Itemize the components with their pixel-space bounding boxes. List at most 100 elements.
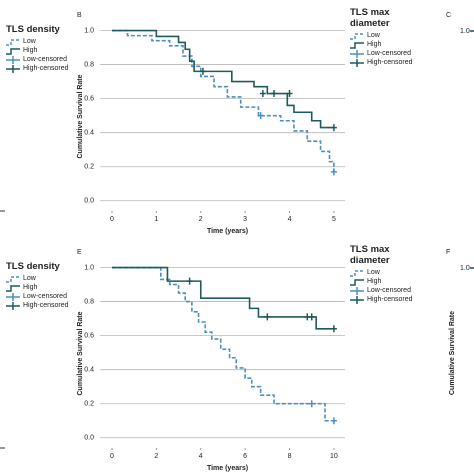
survival-line: [111, 266, 334, 422]
survival-line: [111, 29, 335, 172]
legend-label: High-censored: [23, 65, 69, 72]
x-tick-label: 6: [243, 453, 247, 460]
legend-entry: High: [6, 46, 76, 55]
legend-icon: [350, 32, 364, 40]
y-tick-label: 0.6: [84, 95, 94, 102]
icon-line: [6, 47, 20, 55]
censor-mark: [330, 417, 337, 425]
y-tick-label: 0.4: [84, 130, 94, 137]
legend-label: High-censored: [367, 59, 413, 66]
panel-label: B: [77, 12, 82, 19]
y-tick-label: 1.0: [84, 27, 94, 34]
legend-label: High: [367, 41, 382, 48]
legend-entry: Low: [6, 274, 76, 283]
icon-line: [6, 284, 20, 292]
icon-line: [6, 275, 20, 283]
legend-entry: High-censored: [6, 64, 76, 73]
legend-icon: [350, 269, 364, 277]
y-tick-label: 0.0: [84, 198, 94, 205]
censor-mark: [199, 67, 206, 75]
y-axis-label: Cumulative Survival Rate: [77, 74, 84, 158]
panel-label: F: [446, 249, 450, 256]
legend-label: Low: [23, 38, 36, 45]
legend-label: High: [23, 284, 38, 291]
x-tick-label: 5: [332, 216, 336, 223]
legend-label: Low-censored: [23, 293, 67, 300]
legend-icon: [350, 295, 364, 304]
x-tick-label: 4: [199, 453, 203, 460]
censor-mark: [259, 90, 266, 98]
legend: TLS density Low High Low-censored High-censo…: [6, 24, 76, 73]
censor-mark: [264, 313, 271, 321]
legend-label: Low-censored: [23, 56, 67, 63]
y-tick-label: 0.2: [84, 164, 94, 171]
legend-label: Low: [367, 269, 380, 276]
legend-entry: High: [350, 40, 422, 49]
y-tick-label: 0.4: [84, 367, 94, 374]
legend: TLS max diameter Low High Low-censored High-…: [350, 244, 422, 304]
y-tick-label: 1.0: [460, 265, 470, 272]
icon-line: [350, 32, 364, 40]
y-axis-label: Cumulative Survival Rate: [449, 311, 456, 395]
x-tick-label: 2: [154, 453, 158, 460]
y-tick-label: 0.8: [84, 61, 94, 68]
panel-label: C: [446, 12, 451, 19]
survival-line: [111, 29, 334, 129]
legend-icon: [350, 58, 364, 67]
censor-mark: [308, 400, 315, 408]
legend-icon: [6, 301, 20, 310]
legend-entry: High: [350, 277, 422, 286]
legend-entry: Low-censored: [350, 49, 422, 58]
legend-entry: Low: [6, 37, 76, 46]
legend-icon: [6, 292, 20, 301]
legend-title: TLS density: [6, 24, 60, 35]
legend-entry: High-censored: [350, 295, 422, 304]
legend-title: TLS density: [6, 261, 60, 272]
legend-label: Low: [23, 275, 36, 282]
legend-label: High: [23, 47, 38, 54]
censor-mark: [286, 90, 293, 98]
y-tick-label: 1.0: [84, 264, 94, 271]
legend-icon: [6, 275, 20, 283]
legend-entry: High-censored: [350, 58, 422, 67]
x-tick-label: 0: [110, 453, 114, 460]
x-tick-label: 3: [243, 216, 247, 223]
censor-mark: [330, 168, 337, 176]
legend-label: Low: [367, 32, 380, 39]
y-tick-label: 0.8: [84, 298, 94, 305]
legend-entry: Low-censored: [6, 292, 76, 301]
x-tick-label: 0: [110, 216, 114, 223]
icon-line: [350, 41, 364, 49]
legend-label: High-censored: [367, 296, 413, 303]
legend-label: Low-censored: [367, 287, 411, 294]
x-tick-label: 1: [154, 216, 158, 223]
censor-mark: [308, 313, 315, 321]
legend-title: TLS max diameter: [350, 244, 390, 266]
legend-entry: High-censored: [6, 301, 76, 310]
x-tick-label: 4: [288, 216, 292, 223]
y-tick-label: 0.6: [84, 332, 94, 339]
icon-line: [350, 278, 364, 286]
y-tick-label: 1.0: [460, 28, 470, 35]
legend-label: Low-censored: [367, 50, 411, 57]
x-axis-label: Time (years): [207, 465, 248, 472]
legend-entry: Low: [350, 31, 422, 40]
panel-label: E: [77, 249, 82, 256]
icon-line: [350, 269, 364, 277]
legend-entry: High: [6, 283, 76, 292]
y-tick-label: 0.0: [84, 435, 94, 442]
legend-icon: [6, 64, 20, 73]
icon-line: [6, 38, 20, 46]
censor-mark: [257, 112, 264, 120]
y-axis-label: Cumulative Survival Rate: [77, 311, 84, 395]
legend-entry: Low-censored: [6, 55, 76, 64]
censor-mark: [186, 277, 193, 285]
x-tick-label: 2: [199, 216, 203, 223]
x-tick-label: 8: [288, 453, 292, 460]
censor-mark: [330, 124, 337, 132]
legend-icon: [6, 47, 20, 55]
x-tick-label: 10: [330, 453, 338, 460]
legend-icon: [350, 49, 364, 58]
